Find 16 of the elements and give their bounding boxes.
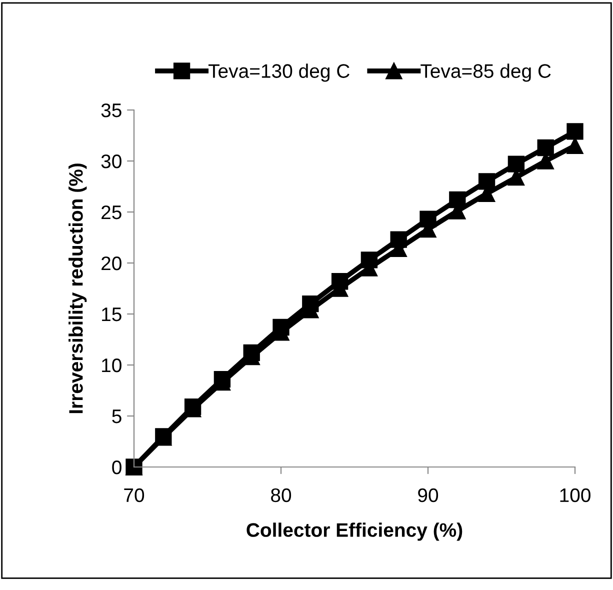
legend-label: Teva=85 deg C (420, 64, 551, 82)
x-tick-label: 100 (560, 488, 590, 502)
legend-label: Teva=130 deg C (208, 64, 350, 82)
x-axis-title: Collector Efficiency (%) (246, 522, 462, 541)
y-tick-label: 0 (112, 460, 122, 474)
y-tick-label: 5 (112, 410, 122, 424)
y-tick-label: 30 (101, 154, 122, 168)
x-tick-label: 80 (271, 488, 292, 502)
y-tick-label: 10 (102, 358, 122, 372)
x-tick-label: 70 (124, 488, 144, 502)
y-axis-title: Irreversibility reduction (%) (68, 164, 87, 414)
y-tick-label: 35 (101, 103, 122, 118)
y-tick-label: 20 (102, 256, 122, 270)
y-tick-label: 25 (102, 205, 122, 220)
x-tick-label: 90 (418, 488, 438, 502)
y-tick-label: 15 (102, 308, 122, 322)
